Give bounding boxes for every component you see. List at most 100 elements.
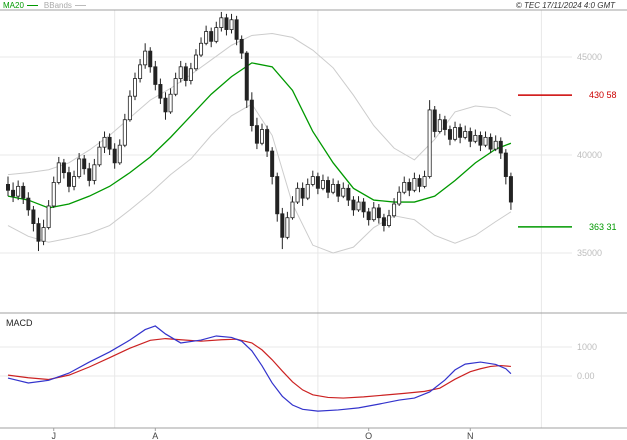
candle — [437, 113, 442, 134]
candle-body — [183, 66, 188, 81]
candle — [92, 158, 97, 185]
candle — [453, 121, 458, 142]
candle-body — [478, 134, 483, 146]
ma20-line-swatch-icon — [26, 5, 38, 6]
candle — [447, 125, 452, 146]
candle-body — [239, 38, 244, 54]
candle — [183, 62, 188, 87]
month-label: O — [365, 431, 372, 440]
candle-body — [173, 78, 178, 95]
candle — [56, 156, 61, 185]
candle — [158, 78, 163, 105]
candle — [285, 211, 290, 240]
candle — [270, 147, 275, 185]
candle-body — [46, 205, 51, 228]
candle-body — [56, 162, 61, 183]
candle-body — [468, 131, 473, 142]
candle — [351, 196, 356, 216]
candle-body — [21, 185, 26, 199]
candle-body — [407, 182, 412, 191]
candle-body — [234, 19, 239, 40]
candle — [442, 115, 447, 136]
candle-body — [11, 189, 16, 197]
candle — [402, 176, 407, 195]
candle-body — [417, 178, 422, 187]
month-label: A — [152, 431, 158, 440]
candle-body — [219, 17, 224, 28]
candle — [46, 200, 51, 230]
candle — [320, 174, 325, 191]
ma20-line — [7, 62, 512, 209]
macd-tick-label: 1000 — [577, 342, 597, 352]
candle-body — [331, 183, 336, 193]
candle-body — [82, 158, 87, 170]
candle-body — [376, 207, 381, 219]
candle-body — [36, 223, 41, 242]
candle-body — [31, 209, 36, 225]
price-tick-label: 40000 — [577, 150, 602, 160]
candle — [188, 62, 193, 85]
candle-body — [259, 129, 264, 144]
candle-body — [310, 176, 315, 185]
candle — [503, 149, 508, 185]
candle — [148, 47, 153, 73]
candle — [11, 182, 16, 203]
candle — [366, 207, 371, 226]
candle-body — [254, 125, 259, 144]
candle — [295, 182, 300, 204]
candle-body — [209, 31, 214, 42]
candle-body — [437, 119, 442, 132]
candle — [209, 27, 214, 48]
candle-body — [112, 148, 117, 164]
candle-body — [214, 27, 219, 42]
bollinger-lower-band — [7, 103, 512, 254]
legend-bbands-label: BBands — [43, 1, 72, 10]
candle — [193, 49, 198, 71]
candle-body — [336, 183, 341, 197]
macd-panel-title: MACD — [6, 318, 33, 328]
candle-body — [508, 176, 513, 203]
candle-body — [163, 97, 168, 113]
macd-line — [7, 325, 512, 412]
price-tick-label: 45000 — [577, 52, 602, 62]
price-tick-label: 35000 — [577, 248, 602, 258]
candle — [468, 127, 473, 148]
candle-body — [158, 84, 163, 99]
candle — [219, 11, 224, 32]
candle — [153, 60, 158, 91]
candle — [138, 58, 143, 83]
candle — [508, 172, 513, 210]
candle-body — [107, 136, 112, 150]
candle-body — [153, 66, 158, 85]
level-label-support: 363 31 — [589, 222, 617, 232]
bbands-line-swatch-icon — [74, 5, 86, 6]
candle — [432, 106, 437, 138]
candle — [483, 131, 488, 148]
candle — [310, 170, 315, 187]
candle-body — [249, 99, 254, 127]
candle-body — [117, 144, 122, 164]
candle-body — [204, 31, 209, 44]
macd-tick-label: 0.00 — [577, 371, 595, 381]
candle-body — [386, 215, 391, 226]
candle-body — [193, 54, 198, 70]
candle — [488, 133, 493, 154]
candle — [407, 178, 412, 197]
month-label: J — [51, 431, 56, 440]
candle — [356, 196, 361, 212]
candle-body — [447, 129, 452, 140]
candle-body — [351, 199, 356, 211]
candle — [371, 202, 376, 222]
candle-body — [285, 217, 290, 238]
candle — [458, 123, 463, 144]
candle-body — [483, 136, 488, 146]
chart-legend: MA20 BBands — [3, 1, 86, 10]
candle — [72, 170, 77, 191]
macd-signal-line — [7, 337, 511, 399]
candle — [122, 113, 127, 148]
candle — [361, 198, 366, 218]
candle — [61, 158, 66, 179]
candle-body — [26, 197, 31, 211]
candle — [178, 60, 183, 83]
